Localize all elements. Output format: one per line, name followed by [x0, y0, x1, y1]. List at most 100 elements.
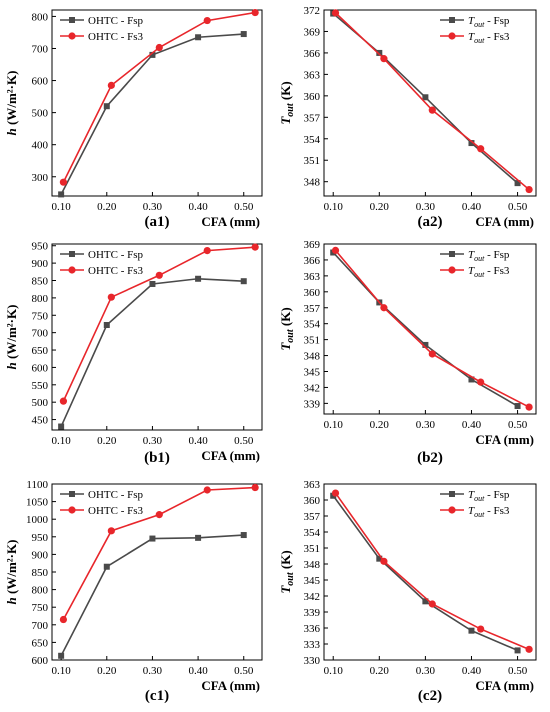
- data-point: [107, 293, 115, 301]
- x-tick-label: 0.30: [416, 419, 436, 431]
- x-tick-label: 0.20: [370, 201, 390, 213]
- plot-frame: [323, 243, 537, 415]
- x-tick-label: 0.50: [234, 201, 254, 213]
- y-tick-label: 339: [304, 607, 321, 619]
- y-tick-label: 372: [304, 5, 321, 17]
- legend-label: Tout - Fs3: [468, 31, 510, 45]
- y-tick-label: 550: [32, 380, 49, 392]
- legend-marker: [69, 251, 75, 257]
- x-axis-title: CFA (mm): [475, 214, 534, 229]
- y-tick-label: 330: [304, 655, 321, 667]
- x-tick-label: 0.40: [188, 435, 208, 447]
- legend-label: OHTC - Fs3: [88, 265, 144, 277]
- y-tick-label: 336: [304, 623, 321, 635]
- data-point: [380, 55, 388, 63]
- x-tick-label: 0.30: [143, 201, 163, 213]
- data-point: [240, 532, 247, 539]
- y-axis-title: h (W/m²·K): [4, 540, 19, 605]
- x-tick-label: 0.20: [370, 419, 390, 431]
- plot-frame: [51, 243, 263, 431]
- y-tick-label: 900: [32, 549, 49, 561]
- y-tick-label: 345: [304, 367, 321, 379]
- y-tick-label: 900: [32, 258, 49, 270]
- y-tick-label: 342: [304, 382, 321, 394]
- y-tick-label: 500: [32, 397, 49, 409]
- y-tick-label: 354: [304, 319, 321, 331]
- x-tick-label: 0.10: [52, 665, 72, 677]
- y-tick-label: 600: [32, 76, 49, 88]
- y-tick-label: 1000: [26, 514, 49, 526]
- data-point: [59, 615, 68, 624]
- data-point: [240, 278, 247, 285]
- panel-label: (b1): [144, 450, 170, 466]
- data-point: [376, 49, 383, 56]
- legend-label: Tout - Fsp: [468, 489, 510, 503]
- y-tick-label: 750: [32, 602, 49, 614]
- data-point: [195, 534, 202, 541]
- y-tick-label: 348: [304, 559, 321, 571]
- y-axis-title: h (W/m²·K): [4, 305, 19, 370]
- y-tick-label: 369: [304, 26, 321, 38]
- chart-panel-5: 0.10 0.20 0.30 0.40 0.50 600 650 700 750 800 850 90…: [4, 479, 263, 704]
- y-tick-label: 1050: [26, 497, 49, 509]
- x-tick-label: 0.10: [324, 419, 344, 431]
- data-point: [468, 376, 475, 383]
- y-tick-label: 800: [32, 293, 49, 305]
- legend-label: Tout - Fsp: [468, 15, 510, 29]
- data-point: [331, 9, 340, 17]
- y-tick-label: 354: [304, 527, 321, 539]
- y-tick-label: 800: [32, 11, 49, 23]
- legend-marker: [69, 491, 75, 497]
- y-tick-label: 360: [304, 495, 321, 507]
- data-point: [376, 555, 383, 562]
- data-point: [477, 378, 485, 386]
- data-point: [240, 31, 247, 38]
- y-tick-label: 357: [304, 303, 321, 315]
- data-point: [203, 486, 211, 494]
- legend-label: Tout - Fs3: [468, 505, 510, 519]
- legend-marker: [448, 506, 456, 514]
- x-tick-label: 0.40: [462, 665, 482, 677]
- y-tick-label: 650: [32, 637, 49, 649]
- y-tick-label: 363: [304, 69, 321, 81]
- chart-panel-4: 0.10 0.20 0.30 0.40 0.50 339 342 345 348 351 354 35…: [278, 239, 537, 466]
- plot-frame: [51, 9, 263, 197]
- y-tick-label: 950: [32, 241, 49, 253]
- legend-marker: [449, 17, 455, 23]
- y-tick-label: 357: [304, 511, 321, 523]
- y-tick-label: 351: [304, 543, 321, 555]
- series-line: [60, 534, 244, 657]
- data-point: [155, 511, 163, 519]
- data-point: [107, 81, 115, 89]
- panel-label: (a2): [418, 214, 443, 230]
- data-point: [422, 598, 429, 605]
- data-point: [59, 397, 68, 405]
- x-tick-label: 0.20: [97, 665, 117, 677]
- y-tick-label: 400: [32, 140, 49, 152]
- y-tick-label: 348: [304, 351, 321, 363]
- x-tick-label: 0.40: [462, 201, 482, 213]
- x-axis-title: CFA (mm): [475, 678, 534, 693]
- y-tick-label: 700: [32, 328, 49, 340]
- y-tick-label: 750: [32, 310, 49, 322]
- legend-label: Tout - Fs3: [468, 265, 510, 279]
- chart-panel-3: 0.10 0.20 0.30 0.40 0.50 450 500 550 600 650 700 75…: [4, 241, 263, 466]
- x-tick-label: 0.10: [324, 201, 344, 213]
- data-point: [477, 145, 485, 153]
- x-tick-label: 0.50: [234, 665, 254, 677]
- data-point: [58, 423, 65, 430]
- data-point: [103, 103, 110, 110]
- data-point: [155, 271, 163, 279]
- legend-marker: [449, 251, 455, 257]
- x-tick-label: 0.30: [143, 665, 163, 677]
- y-tick-label: 650: [32, 345, 49, 357]
- y-tick-label: 333: [304, 639, 321, 651]
- data-point: [103, 563, 110, 570]
- x-tick-label: 0.20: [97, 201, 117, 213]
- y-tick-label: 1100: [26, 479, 48, 491]
- x-tick-label: 0.30: [143, 435, 163, 447]
- plot-frame: [323, 9, 537, 197]
- panel-label: (a1): [145, 214, 170, 230]
- x-tick-label: 0.50: [508, 201, 528, 213]
